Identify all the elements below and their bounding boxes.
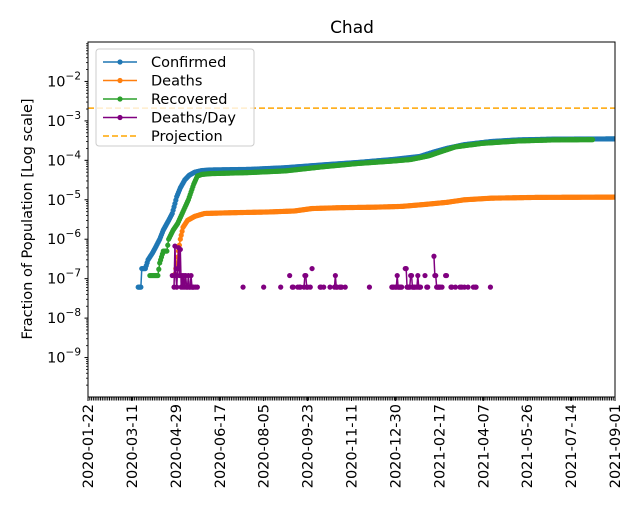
- x-tick-label: 2020-06-17: [213, 404, 229, 488]
- series-deaths-day-point: [399, 284, 405, 290]
- series-deaths-day-point: [240, 284, 246, 290]
- legend-box: [95, 48, 255, 147]
- legend-recovered-dot: [117, 96, 123, 102]
- series-deaths-day-point: [431, 253, 437, 259]
- x-tick-label: 2021-05-26: [520, 404, 536, 488]
- series-deaths-day-point: [278, 284, 284, 290]
- x-tick-label: 2020-01-22: [81, 404, 97, 488]
- series-deaths-day-point: [332, 272, 338, 279]
- legend-confirmed-dot: [117, 59, 123, 65]
- series-deaths-day-point: [403, 265, 409, 272]
- series-deaths-day-point: [366, 284, 373, 290]
- series-deaths-day-point: [461, 284, 468, 290]
- legend-confirmed-label: Confirmed: [151, 55, 226, 71]
- series-deaths-day-point: [415, 272, 421, 279]
- series-deaths-day-segment: [174, 246, 177, 276]
- legend-projection-label: Projection: [151, 129, 223, 145]
- series-deaths-day-point: [261, 284, 267, 290]
- series-deaths-day-point: [297, 284, 304, 290]
- series-deaths-day-point: [439, 284, 445, 290]
- series-deaths-day-point: [175, 265, 181, 272]
- x-tick-label: 2021-02-17: [432, 404, 448, 488]
- series-deaths-day-point: [303, 272, 309, 279]
- series-deaths-day-point: [169, 272, 175, 279]
- series-deaths-day-point: [287, 272, 293, 279]
- series-deaths-day-point: [194, 284, 200, 290]
- series-recovered-point: [164, 248, 170, 254]
- series-deaths-day-point: [290, 284, 296, 290]
- series-deaths-day-point: [487, 284, 494, 290]
- x-tick-label: 2020-11-11: [345, 404, 361, 488]
- series-deaths-point: [178, 232, 184, 238]
- y-tick-label: 10−9: [47, 347, 81, 367]
- series-deaths-day-point: [443, 272, 450, 279]
- y-tick-label: 10−6: [47, 228, 81, 248]
- x-tick-label: 2021-09-01: [608, 404, 624, 488]
- series-deaths-day-point: [394, 272, 400, 279]
- series-deaths-day-point: [307, 284, 313, 290]
- series-recovered-point: [155, 272, 161, 279]
- y-tick-label: 10−4: [47, 149, 81, 169]
- series-confirmed-point: [612, 136, 615, 142]
- series-confirmed-point: [138, 284, 144, 290]
- series-deaths-day-point: [188, 272, 194, 279]
- series-deaths-day-point: [473, 284, 479, 290]
- x-tick-label: 2020-08-05: [257, 404, 273, 488]
- series-deaths-day-point: [425, 284, 431, 290]
- y-axis: 10−2 10−3 10−4 10−5 10−6 10−7 10−8 10−9: [47, 43, 88, 386]
- legend-deaths-day-dot: [117, 114, 123, 121]
- series-deaths-day-point: [173, 272, 179, 279]
- legend-recovered-label: Recovered: [151, 92, 227, 108]
- legend-deaths-label: Deaths: [151, 74, 202, 90]
- x-tick-label: 2020-12-30: [388, 404, 404, 488]
- x-tick-label: 2021-04-07: [476, 404, 492, 488]
- series-deaths-day-point: [339, 284, 345, 290]
- series-deaths-day-point: [417, 284, 424, 290]
- series-recovered-point: [589, 137, 596, 143]
- series-deaths-day-point: [174, 284, 180, 290]
- series-deaths-day-point: [309, 265, 315, 272]
- plot-area: [88, 107, 615, 290]
- y-tick-label: 10−5: [47, 189, 81, 209]
- series-deaths-point: [612, 194, 615, 200]
- series-deaths-day-point: [449, 284, 455, 290]
- chart-title: Chad: [330, 18, 374, 38]
- legend: Confirmed Deaths Recovered Deaths/Day Projec…: [95, 48, 255, 147]
- y-tick-label: 10−2: [47, 70, 81, 90]
- series-deaths-day-point: [321, 284, 327, 290]
- y-axis-label: Fraction of Population [Log scale]: [20, 98, 36, 339]
- x-tick-label: 2020-09-23: [301, 404, 317, 488]
- y-tick-label: 10−7: [47, 268, 81, 288]
- legend-deaths-dot: [117, 77, 123, 84]
- series-deaths-point: [179, 228, 185, 234]
- series-deaths-day-segment: [433, 256, 436, 276]
- x-tick-label: 2020-04-29: [169, 404, 185, 488]
- series-deaths-day-segment: [175, 268, 179, 288]
- x-tick-label: 2021-07-14: [564, 404, 580, 488]
- series-deaths-day-point: [342, 284, 348, 290]
- series-deaths-day-point: [465, 284, 471, 290]
- series-deaths-day-point: [408, 272, 415, 279]
- series-deaths-day-point: [327, 284, 333, 290]
- legend-deaths-day-label: Deaths/Day: [151, 111, 236, 127]
- y-tick-label: 10−3: [47, 110, 81, 130]
- series-recovered-point: [156, 266, 162, 272]
- series-deaths-day-point: [433, 272, 439, 279]
- series-recovered-point: [165, 242, 171, 248]
- series-deaths-day-segment: [405, 268, 408, 288]
- series-deaths-day-point: [422, 272, 428, 279]
- series-deaths-day-point: [452, 284, 459, 290]
- series-deaths-point: [177, 236, 183, 242]
- x-tick-label: 2020-03-11: [125, 404, 141, 488]
- y-tick-label: 10−8: [47, 307, 81, 327]
- series-group: [88, 107, 615, 290]
- series-deaths-day-point: [177, 246, 183, 253]
- x-axis: 2020-01-22 2020-03-11 2020-04-29 2020-06-17…: [81, 397, 624, 488]
